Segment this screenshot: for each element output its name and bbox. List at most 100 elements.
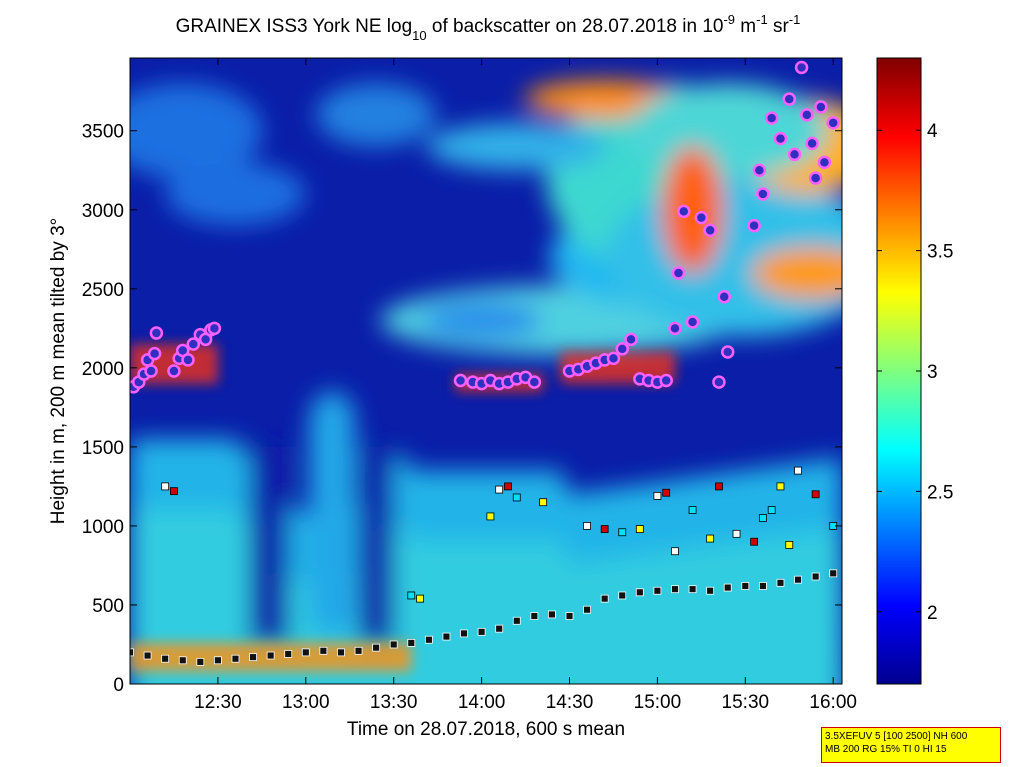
cloud-patch	[316, 83, 437, 147]
aerosol-layer-marker	[688, 506, 697, 515]
plot-frame	[129, 57, 843, 685]
aerosol-layer-marker	[758, 514, 767, 522]
y-tick-label: 3500	[82, 122, 124, 143]
cloud-base-marker	[677, 204, 691, 219]
mixing-layer-marker	[723, 583, 732, 592]
mixing-layer-marker	[389, 640, 398, 649]
aerosol-layer-marker	[618, 528, 627, 537]
cloud-base-marker	[668, 321, 682, 336]
mixing-layer-marker	[706, 586, 715, 595]
aerosol-layer-marker	[583, 522, 591, 530]
aerosol-layer-marker	[407, 591, 416, 600]
plume	[309, 391, 356, 637]
x-tick-label: 13:00	[282, 692, 330, 713]
mixing-layer-marker	[460, 629, 468, 638]
x-tick-label: 15:30	[722, 692, 770, 713]
cloud-base-marker	[703, 223, 717, 238]
y-axis: 0 500 1000 1500 2000 2500 3000 3500	[82, 122, 842, 696]
aerosol-layer-marker	[504, 482, 512, 491]
colorbar-ticks: 2 2.5 3 3.5 4	[877, 121, 953, 624]
y-tick-label: 2500	[82, 280, 124, 301]
mixing-layer-marker	[495, 624, 504, 633]
colorbar-tick-label: 4	[927, 121, 938, 142]
mixing-layer-marker	[776, 578, 785, 587]
aerosol-layer-marker	[495, 485, 504, 494]
mixing-layer-marker	[196, 657, 205, 666]
mixing-layer-marker	[477, 627, 486, 636]
cloud-base-marker	[756, 187, 770, 201]
y-tick-label: 2000	[82, 359, 124, 380]
aerosol-layer-marker	[539, 498, 548, 507]
x-tick-label: 14:00	[458, 692, 506, 713]
mixing-layer-marker	[266, 651, 275, 660]
aerosol-layer-marker	[811, 490, 820, 499]
x-tick-label: 15:00	[634, 692, 682, 713]
mixing-layer-marker	[301, 648, 310, 657]
colorbar-tick-label: 2	[927, 603, 938, 624]
cloud-base-marker	[167, 364, 181, 378]
mixing-layer-marker	[214, 656, 222, 665]
mixing-layer-marker	[319, 646, 328, 655]
cloud-patch	[605, 178, 842, 337]
x-tick-label: 13:30	[370, 692, 418, 713]
mixing-layer-marker	[161, 654, 170, 663]
aerosol-layer-marker	[715, 482, 723, 491]
colorbar-tick-label: 3	[927, 362, 938, 383]
aerosol-layer-marker	[785, 540, 794, 549]
y-tick-label: 1000	[82, 517, 124, 538]
cloud-base-marker	[826, 116, 840, 130]
cloud-base-marker	[615, 342, 629, 356]
mixing-layer-marker	[811, 572, 820, 581]
settings-line-1: 3.5XEFUV 5 [100 2500] NH 600	[825, 731, 968, 742]
y-tick-label: 500	[92, 596, 124, 617]
x-tick-label: 16:00	[809, 692, 857, 713]
clear-column	[249, 446, 289, 645]
mixing-layer-marker	[354, 646, 363, 655]
backscatter-field	[130, 80, 842, 684]
cloud-base-marker	[147, 346, 162, 361]
cloud-base-marker	[764, 111, 779, 125]
aerosol-layer-marker	[794, 466, 802, 475]
mixing-layer-marker	[337, 648, 345, 657]
mixing-layer-marker	[143, 651, 152, 660]
mixing-layer-marker	[829, 569, 838, 578]
aerosol-layer-marker	[767, 506, 776, 515]
settings-annotation-box: 3.5XEFUV 5 [100 2500] NH 600 MB 200 RG 1…	[821, 727, 1001, 763]
x-tick-label: 12:30	[194, 692, 242, 713]
mixing-layer-marker	[407, 638, 416, 647]
aerosol-layer-marker	[732, 529, 741, 538]
plot-area	[130, 58, 842, 684]
mixing-layer-marker	[635, 588, 644, 597]
boundary-layer-inner	[130, 509, 842, 684]
mixing-layer-marker	[758, 582, 767, 590]
aerosol-layer-marker	[662, 488, 671, 497]
cloud-base-marker	[805, 136, 819, 151]
cloud-patch	[752, 247, 842, 299]
mixing-layer-marker	[530, 612, 539, 620]
cloud-base-marker	[773, 131, 788, 146]
cloud-base-marker	[186, 337, 201, 351]
aerosol-layer-marker	[776, 482, 785, 491]
cloud-patch	[130, 83, 263, 179]
cloud-base-marker	[712, 375, 726, 389]
cloud-patch	[426, 122, 607, 171]
aerosol-layer-marker	[170, 487, 178, 496]
colorbar-tick-label: 3.5	[927, 242, 953, 263]
cloud-patch	[421, 301, 542, 340]
cloud-base-marker	[787, 147, 802, 162]
mixing-layer-marker	[442, 632, 451, 641]
cloud-base-marker	[527, 375, 542, 389]
colorbar-gradient	[876, 57, 922, 685]
cloud-base-marker	[685, 315, 700, 329]
mixing-layer-marker	[618, 591, 627, 600]
colorbar-tick-label: 2.5	[927, 482, 953, 503]
cloud-base-marker	[624, 332, 638, 347]
aerosol-layer-marker	[416, 594, 424, 603]
x-axis: 12:30 13:00 13:30 14:00 14:30 15:00 15:30 16:00	[194, 58, 857, 713]
mixing-layer-marker	[372, 643, 381, 652]
cloud-base-marker	[747, 218, 761, 233]
mixing-layer-marker	[178, 656, 187, 665]
cloud-base-marker	[817, 155, 832, 170]
y-axis-label: Height in m, 200 m mean tilted by 3°	[48, 218, 69, 524]
